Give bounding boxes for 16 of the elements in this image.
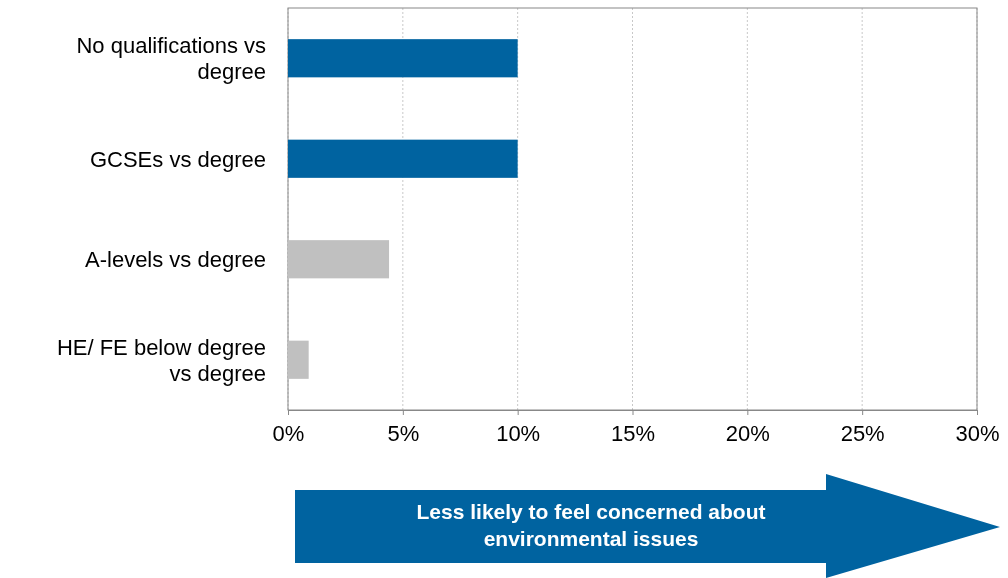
y-tick-label: GCSEs vs degree — [89, 146, 266, 172]
text: Less likely to feel concerned about environmental issues — [416, 500, 766, 550]
x-tick-label: 0% — [272, 420, 305, 446]
x-tick-label: 15% — [610, 420, 656, 446]
x-tick-label: 30% — [955, 420, 1000, 446]
bar — [288, 340, 309, 379]
y-tick-label: HE/ FE below degree vs degree — [56, 334, 266, 386]
y-tick-label: No qualifications vs degree — [76, 33, 266, 85]
x-tick-label: 20% — [725, 420, 770, 446]
bar — [288, 39, 518, 78]
x-tick-label: 5% — [387, 420, 420, 446]
y-tick-label: A-levels vs degree — [85, 247, 266, 273]
bar — [288, 240, 390, 279]
x-tick-label: 25% — [840, 420, 885, 446]
bar — [288, 139, 518, 178]
x-tick-label: 10% — [496, 420, 541, 446]
